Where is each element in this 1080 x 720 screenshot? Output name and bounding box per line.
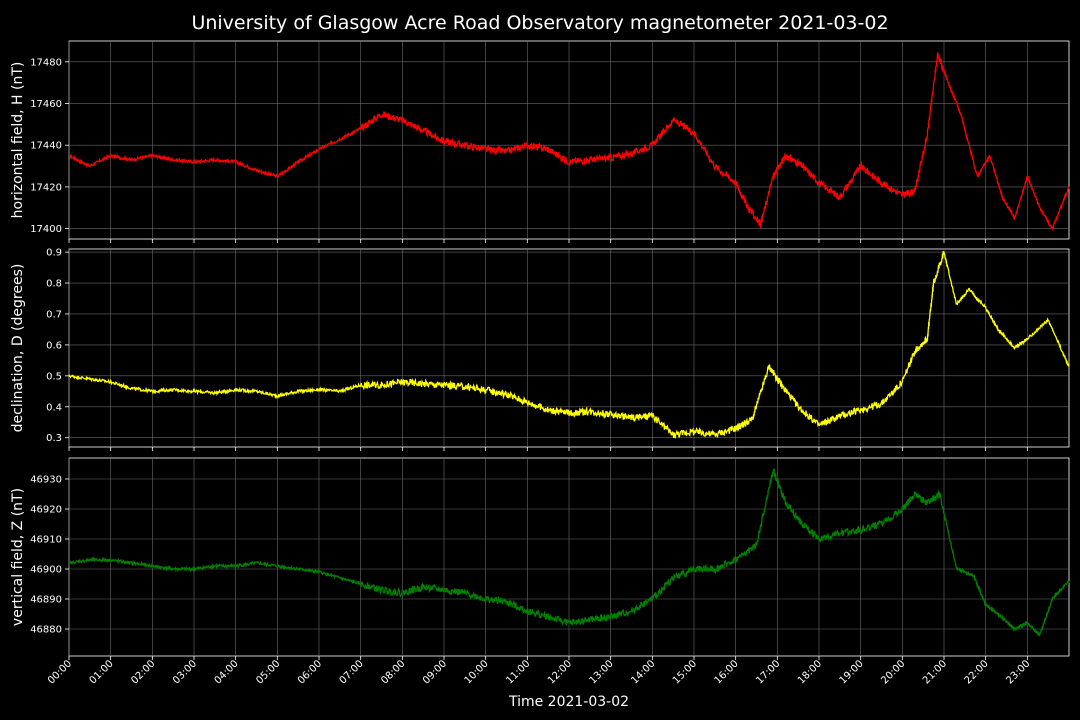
y-tick-label: 0.7 [46, 309, 62, 320]
x-tick-label: 06:00 [296, 658, 324, 686]
chart-title: University of Glasgow Acre Road Observat… [191, 12, 888, 34]
y-tick-label: 17460 [30, 99, 62, 110]
panel-1: 0.3 0.4 0.5 0.6 0.7 0.8 0.9 declination, D (deg… [10, 248, 1070, 451]
panel-0: 17400 17420 17440 17460 17480 horizontal fiel… [10, 40, 1070, 243]
x-tick-label: 08:00 [379, 658, 407, 686]
y-tick-label: 17440 [30, 141, 62, 152]
y-axis-label: horizontal field, H (nT) [10, 62, 26, 219]
y-tick-label: 46930 [30, 475, 62, 486]
x-tick-label: 21:00 [921, 658, 949, 686]
chart-panels: 17400 17420 17440 17460 17480 horizontal fiel… [10, 40, 1070, 660]
y-tick-label: 17400 [30, 224, 62, 235]
x-tick-label: 05:00 [254, 658, 282, 686]
y-tick-label: 46880 [30, 625, 62, 636]
x-tick-label: 14:00 [629, 658, 657, 686]
x-tick-label: 19:00 [838, 658, 866, 686]
x-tick-label: 09:00 [421, 658, 449, 686]
x-tick-label: 01:00 [88, 658, 116, 686]
y-tick-label: 0.3 [46, 433, 62, 444]
series-line [68, 251, 1070, 439]
x-tick-label: 16:00 [713, 658, 741, 686]
x-tick-label: 00:00 [46, 658, 74, 686]
y-tick-label: 46890 [30, 595, 62, 606]
series-line [68, 52, 1070, 232]
x-tick-label: 20:00 [879, 658, 907, 686]
x-axis-ticks: 00:00 01:00 02:00 03:00 04:00 05:00 06:00 07:00… [46, 658, 1032, 686]
y-axis-label: vertical field, Z (nT) [10, 488, 26, 626]
x-tick-label: 17:00 [754, 658, 782, 686]
y-tick-label: 0.9 [46, 248, 62, 259]
y-tick-label: 0.8 [46, 279, 62, 290]
x-tick-label: 22:00 [963, 658, 991, 686]
x-tick-label: 18:00 [796, 658, 824, 686]
y-axis-label: declination, D (degrees) [10, 264, 26, 433]
y-tick-label: 0.5 [46, 371, 62, 382]
x-tick-label: 12:00 [546, 658, 574, 686]
panel-2: 46880 46890 46900 46910 46920 46930 vertical f… [10, 457, 1070, 660]
x-tick-label: 23:00 [1004, 658, 1032, 686]
x-tick-label: 15:00 [671, 658, 699, 686]
x-tick-label: 03:00 [171, 658, 199, 686]
x-axis-label: Time 2021-03-02 [508, 694, 629, 710]
y-tick-label: 0.4 [46, 402, 62, 413]
series-line [68, 468, 1070, 637]
x-tick-label: 02:00 [129, 658, 157, 686]
y-tick-label: 46920 [30, 505, 62, 516]
y-tick-label: 0.6 [46, 340, 62, 351]
x-tick-label: 11:00 [504, 658, 532, 686]
y-tick-label: 46900 [30, 565, 62, 576]
y-tick-label: 46910 [30, 535, 62, 546]
x-tick-label: 13:00 [588, 658, 616, 686]
y-tick-label: 17480 [30, 57, 62, 68]
x-tick-label: 04:00 [213, 658, 241, 686]
y-tick-label: 17420 [30, 182, 62, 193]
x-tick-label: 07:00 [338, 658, 366, 686]
x-tick-label: 10:00 [463, 658, 491, 686]
